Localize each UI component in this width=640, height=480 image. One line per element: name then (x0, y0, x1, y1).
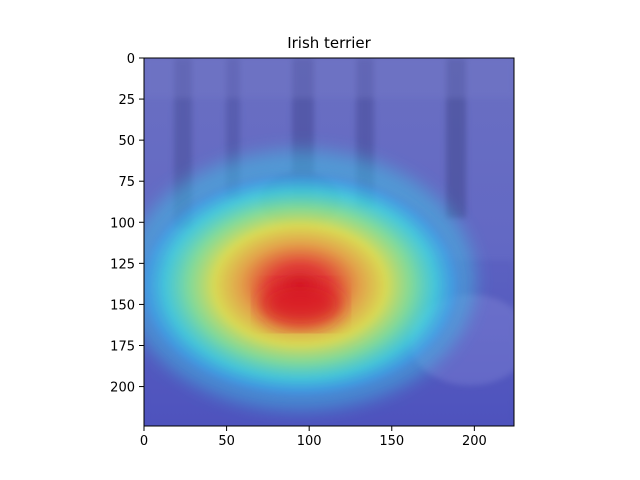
y-tick-label: 25 (118, 93, 135, 108)
y-tick-label: 200 (110, 381, 135, 396)
y-tick-label: 125 (110, 257, 135, 272)
y-tick-label: 0 (127, 52, 135, 67)
chart-title: Irish terrier (287, 34, 371, 52)
y-axis: 0 25 50 75 100 125 150 175 200 (110, 52, 144, 396)
x-tick-label: 100 (297, 434, 322, 449)
x-tick-label: 150 (379, 434, 404, 449)
y-tick-label: 150 (110, 298, 135, 313)
x-tick-label: 0 (140, 434, 148, 449)
x-tick-label: 200 (462, 434, 487, 449)
axes-frame (143, 57, 515, 427)
x-axis: 0 50 100 150 200 (140, 426, 487, 449)
heatmap-image (144, 58, 514, 426)
y-tick-label: 50 (118, 134, 135, 149)
y-tick-label: 100 (110, 216, 135, 231)
x-tick-label: 50 (218, 434, 235, 449)
heat-core (258, 280, 343, 329)
y-tick-label: 75 (118, 175, 135, 190)
y-tick-label: 175 (110, 340, 135, 355)
